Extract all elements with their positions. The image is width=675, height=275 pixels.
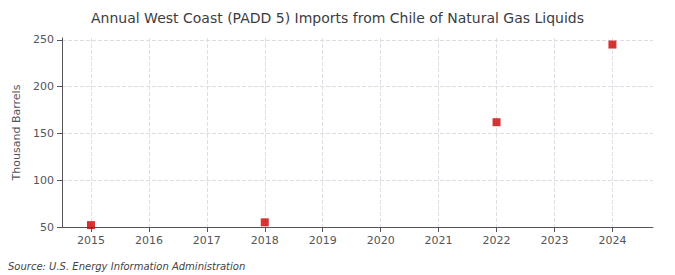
svg-text:Annual West Coast (PADD 5) Imp: Annual West Coast (PADD 5) Imports from …	[91, 10, 584, 26]
svg-text:200: 200	[33, 80, 54, 93]
svg-text:250: 250	[33, 33, 54, 46]
svg-text:2021: 2021	[425, 234, 453, 247]
svg-text:2023: 2023	[541, 234, 569, 247]
svg-text:2020: 2020	[367, 234, 395, 247]
svg-text:100: 100	[33, 174, 54, 187]
svg-text:150: 150	[33, 127, 54, 140]
svg-text:2024: 2024	[598, 234, 626, 247]
svg-text:2018: 2018	[251, 234, 279, 247]
svg-text:Thousand Barrels: Thousand Barrels	[10, 84, 23, 181]
svg-text:2019: 2019	[309, 234, 337, 247]
svg-text:2016: 2016	[135, 234, 163, 247]
svg-text:2022: 2022	[483, 234, 511, 247]
svg-text:2015: 2015	[77, 234, 105, 247]
svg-text:50: 50	[40, 221, 54, 234]
svg-text:Source: U.S. Energy Informatio: Source: U.S. Energy Information Administ…	[8, 261, 245, 272]
svg-text:2017: 2017	[193, 234, 221, 247]
